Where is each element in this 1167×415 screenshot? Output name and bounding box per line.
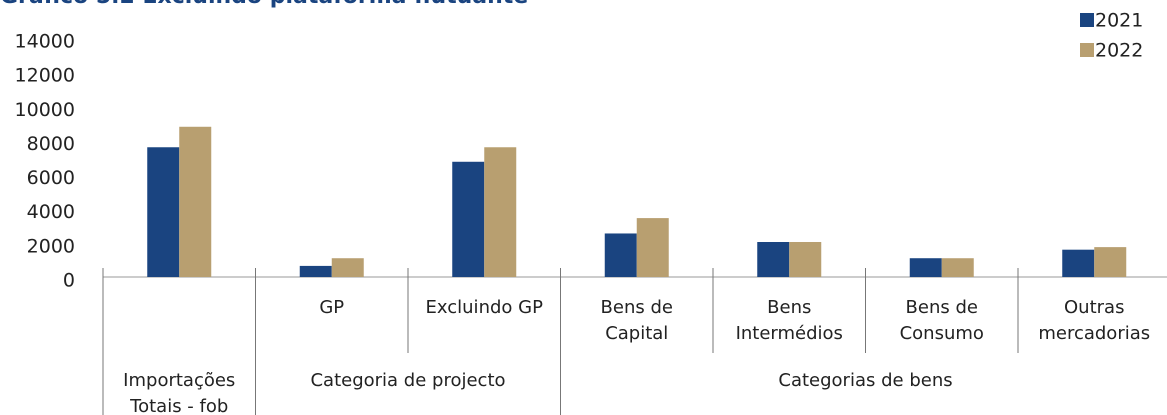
y-tick-label: 10000 (15, 99, 75, 121)
y-tick-label: 0 (63, 270, 75, 292)
chart-title: Gráfico 5.2 Excluindo plataforma flutuan… (0, 0, 528, 9)
bar (179, 126, 212, 278)
legend-swatch (1080, 43, 1094, 57)
bar (147, 147, 180, 277)
y-tick-label: 12000 (15, 65, 75, 87)
x-tick-label: Bens de Consumo (899, 297, 984, 344)
group-label: Importações Totais - fob (123, 370, 236, 415)
bar (331, 258, 364, 277)
bar (789, 242, 822, 277)
bar (1094, 247, 1127, 277)
group-label: Categoria de projecto (310, 370, 506, 391)
bar (1062, 249, 1095, 277)
bar (757, 242, 790, 277)
group-label: Categorias de bens (778, 370, 953, 391)
x-tick-label: Bens Intermédios (735, 297, 843, 344)
x-tick-label: GP (319, 297, 345, 318)
y-tick-label: 6000 (27, 167, 75, 189)
legend-swatch (1080, 13, 1094, 27)
bar (941, 258, 974, 277)
x-tick-label: Outras mercadorias (1038, 297, 1151, 344)
bar (604, 233, 637, 277)
legend-label: 2021 (1095, 10, 1143, 32)
y-tick-label: 8000 (27, 133, 75, 155)
x-tick-label: Excluindo GP (425, 297, 543, 318)
y-tick-label: 14000 (15, 31, 75, 53)
y-tick-label: 4000 (27, 201, 75, 223)
bar (299, 265, 332, 277)
bar (452, 161, 485, 277)
legend-label: 2022 (1095, 40, 1143, 62)
bar (636, 218, 669, 277)
x-tick-label: Bens de Capital (600, 297, 673, 344)
bar (909, 258, 942, 277)
bar (484, 147, 517, 277)
y-tick-label: 2000 (27, 235, 75, 257)
